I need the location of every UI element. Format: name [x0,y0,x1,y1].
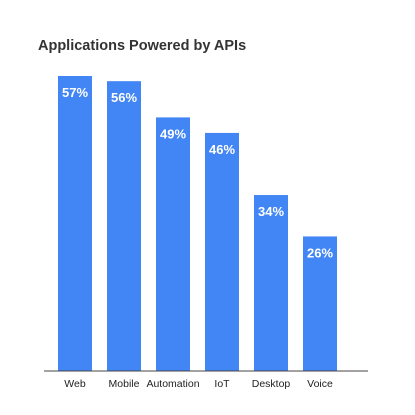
bar-iot [205,132,239,371]
chart-title: Applications Powered by APIs [38,38,246,54]
bar-web [58,76,92,371]
x-tick-label: Desktop [252,378,291,390]
x-tick-label: Voice [307,378,333,390]
bar-value-label: 57% [62,85,88,100]
x-tick-label: Web [64,378,86,390]
x-tick-label: Mobile [109,378,140,390]
x-tick-labels: Web Mobile Automation IoT Desktop Voice [64,378,333,390]
bar-value-label: 46% [209,142,235,157]
bar-automation [156,117,190,372]
bar-desktop [254,195,288,371]
bar-voice [303,236,337,371]
bar-value-label: 26% [307,245,333,260]
bar-value-label: 56% [111,90,137,105]
bar-value-label: 34% [258,204,284,219]
x-tick-label: IoT [214,378,230,390]
bar-mobile [107,81,141,371]
bar-value-label: 49% [160,126,186,141]
x-tick-label: Automation [146,378,199,390]
bars-group: 57% 56% 49% 46% 34% 26% [58,76,337,372]
